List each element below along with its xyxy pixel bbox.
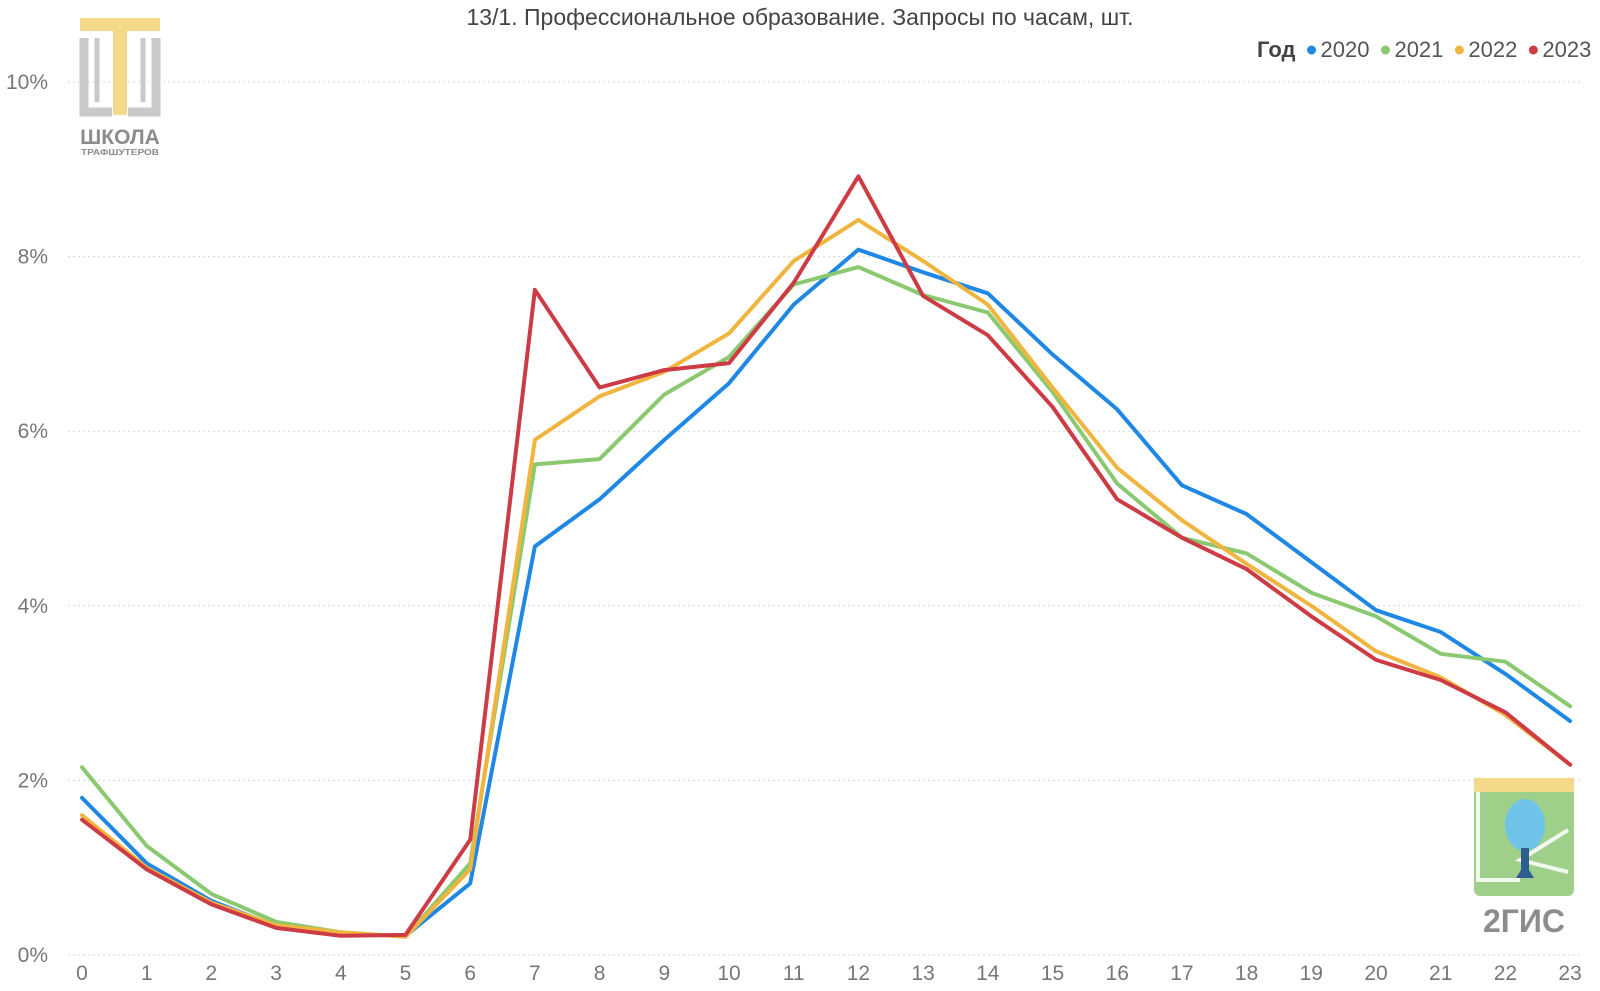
x-tick-label: 14 [976, 962, 1000, 985]
x-tick-label: 13 [911, 962, 934, 985]
x-tick-label: 4 [335, 962, 347, 985]
x-tick-label: 5 [400, 962, 412, 985]
x-tick-label: 21 [1429, 962, 1452, 985]
legend: Год 2020 2021 2022 2023 [1257, 37, 1591, 62]
series-line-2022 [80, 217, 1573, 939]
series-lines [80, 174, 1573, 939]
grid-lines [68, 81, 1580, 956]
legend-label-2020: 2020 [1321, 37, 1370, 62]
series-line-2023 [80, 174, 1573, 938]
x-tick-label: 6 [464, 962, 476, 985]
legend-marker-2023 [1528, 45, 1538, 55]
x-tick-label: 7 [529, 962, 541, 985]
x-tick-label: 1 [141, 962, 153, 985]
legend-marker-2020 [1307, 45, 1316, 55]
legend-label-2021: 2021 [1394, 37, 1443, 62]
y-tick-label: 4% [18, 595, 48, 618]
legend-title: Год [1257, 37, 1296, 62]
x-tick-label: 2 [206, 962, 218, 985]
x-tick-label: 16 [1106, 962, 1129, 985]
school-logo-text: ШКОЛА [80, 126, 160, 149]
2gis-logo-text: 2ГИС [1483, 903, 1565, 939]
school-logo-subtext: ТРАФШУТЕРОВ [81, 148, 159, 157]
x-tick-label: 12 [847, 962, 870, 985]
y-tick-label: 6% [18, 420, 48, 443]
x-tick-label: 18 [1235, 962, 1258, 985]
legend-label-2023: 2023 [1542, 37, 1591, 62]
y-axis-tick-labels: 0% 2% 4% 6% 8% 10% [6, 71, 48, 967]
y-tick-label: 2% [18, 769, 48, 792]
legend-marker-2021 [1380, 45, 1390, 55]
x-tick-label: 10 [717, 962, 740, 985]
legend-marker-2022 [1454, 45, 1464, 55]
x-tick-label: 11 [783, 962, 805, 985]
x-tick-label: 3 [270, 962, 282, 985]
2gis-logo: 2ГИС [1474, 778, 1574, 939]
x-tick-label: 17 [1170, 962, 1193, 985]
legend-label-2022: 2022 [1468, 37, 1517, 62]
y-tick-label: 10% [6, 71, 48, 94]
y-tick-label: 0% [18, 944, 48, 967]
x-tick-label: 0 [76, 962, 88, 985]
chart-title: 13/1. Профессиональное образование. Запр… [466, 4, 1133, 30]
series-line-2020 [80, 247, 1573, 938]
school-logo: ШКОЛА ТРАФШУТЕРОВ [79, 18, 161, 157]
series-line-2021 [80, 265, 1573, 939]
x-tick-label: 19 [1300, 962, 1323, 985]
x-axis-tick-labels: 0 1 2 3 4 5 6 7 8 9 10 11 12 13 14 15 16 17 18 19 20 21 22 23 [76, 962, 1582, 985]
y-tick-label: 8% [18, 246, 48, 269]
x-tick-label: 20 [1364, 962, 1387, 985]
x-tick-label: 23 [1558, 962, 1581, 985]
x-tick-label: 8 [594, 962, 606, 985]
x-tick-label: 22 [1494, 962, 1517, 985]
x-tick-label: 9 [658, 962, 670, 985]
x-tick-label: 15 [1041, 962, 1064, 985]
